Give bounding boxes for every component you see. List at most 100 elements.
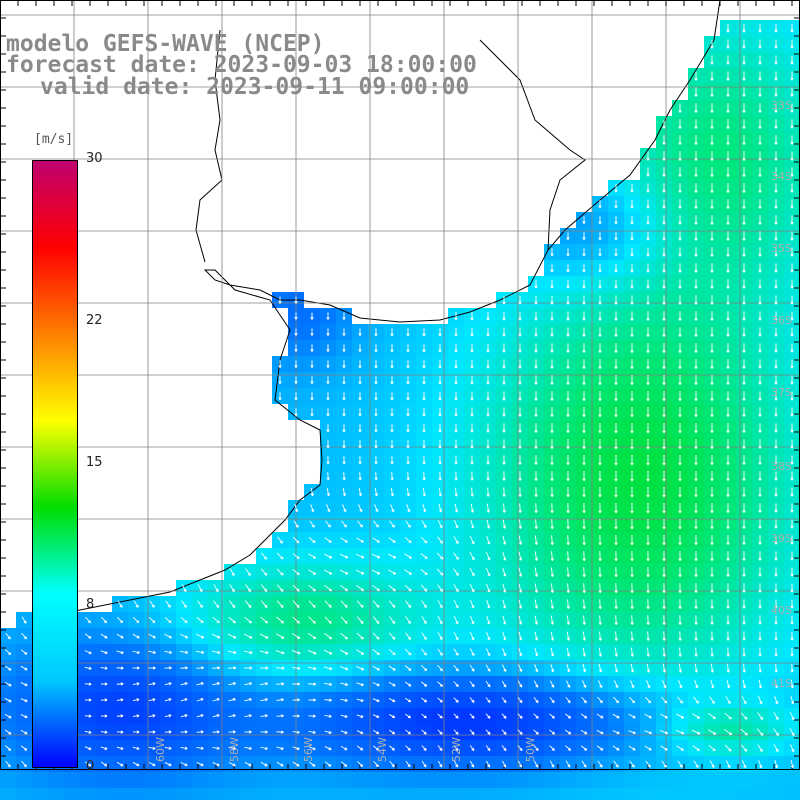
wind-arrow bbox=[294, 312, 298, 320]
wind-arrow bbox=[678, 311, 682, 321]
field-cell bbox=[432, 772, 448, 788]
wind-arrow bbox=[774, 55, 778, 65]
wind-arrow bbox=[566, 295, 570, 305]
wind-arrow bbox=[790, 151, 794, 161]
longitude-label: 52W bbox=[450, 737, 463, 762]
wind-arrow bbox=[790, 343, 794, 353]
wind-arrow bbox=[742, 183, 746, 193]
wind-arrow bbox=[598, 343, 602, 353]
wind-arrow bbox=[758, 87, 762, 97]
wind-arrow bbox=[630, 327, 634, 337]
latitude-label: 40S bbox=[771, 604, 792, 617]
wind-arrow bbox=[710, 55, 714, 65]
wind-arrow bbox=[438, 327, 442, 337]
field-cell bbox=[544, 772, 560, 788]
wind-arrow bbox=[694, 247, 698, 257]
field-cell bbox=[672, 772, 688, 788]
wind-arrow bbox=[422, 327, 426, 337]
wind-arrow bbox=[278, 360, 282, 368]
wind-arrow bbox=[678, 279, 682, 289]
wind-arrow bbox=[710, 135, 714, 145]
field-cell bbox=[496, 788, 512, 800]
wind-arrow bbox=[678, 327, 682, 337]
wind-arrow bbox=[582, 343, 586, 353]
wind-arrow bbox=[710, 343, 714, 353]
wind-arrow bbox=[310, 344, 314, 352]
wind-arrow bbox=[614, 199, 618, 209]
wind-arrow bbox=[726, 263, 730, 273]
field-cell bbox=[432, 788, 448, 800]
wind-arrow bbox=[566, 263, 570, 273]
wind-arrow bbox=[630, 199, 634, 209]
wind-arrow bbox=[518, 295, 522, 305]
field-cell bbox=[336, 772, 352, 788]
wind-arrow bbox=[726, 183, 730, 193]
wind-arrow bbox=[582, 327, 586, 337]
wind-arrow bbox=[726, 231, 730, 241]
wind-arrow bbox=[774, 327, 778, 337]
wind-arrow bbox=[694, 295, 698, 305]
field-cell bbox=[192, 788, 208, 800]
wind-arrow bbox=[790, 23, 794, 33]
wind-arrow bbox=[742, 231, 746, 241]
wind-arrow bbox=[694, 119, 698, 129]
field-cell bbox=[64, 788, 80, 800]
wind-arrow bbox=[790, 279, 794, 289]
wind-arrow bbox=[790, 55, 794, 65]
field-cell bbox=[16, 772, 32, 788]
wind-arrow bbox=[726, 215, 730, 225]
wind-arrow bbox=[774, 183, 778, 193]
field-cell bbox=[672, 788, 688, 800]
wind-arrow bbox=[310, 312, 314, 320]
wind-arrow bbox=[358, 344, 362, 353]
wind-arrow bbox=[774, 247, 778, 257]
wind-arrow bbox=[694, 183, 698, 193]
wind-arrow bbox=[726, 247, 730, 257]
wind-arrow bbox=[758, 167, 762, 177]
wind-arrow bbox=[726, 199, 730, 209]
wind-arrow bbox=[710, 231, 714, 241]
wind-arrow bbox=[662, 295, 666, 305]
wind-arrow bbox=[694, 215, 698, 225]
field-cell bbox=[704, 788, 720, 800]
wind-arrow bbox=[758, 151, 762, 161]
wind-arrow bbox=[598, 327, 602, 337]
wind-arrow bbox=[358, 328, 362, 337]
wind-arrow bbox=[326, 328, 330, 336]
wind-arrow bbox=[470, 311, 474, 321]
wind-arrow bbox=[726, 87, 730, 97]
field-cell bbox=[416, 772, 432, 788]
field-cell bbox=[640, 788, 656, 800]
wind-arrow bbox=[630, 311, 634, 321]
wind-arrow bbox=[758, 39, 762, 49]
wind-arrow bbox=[726, 311, 730, 321]
field-cell bbox=[112, 772, 128, 788]
field-cell bbox=[592, 772, 608, 788]
field-cell bbox=[368, 788, 384, 800]
wind-arrow bbox=[662, 183, 666, 193]
field-cell bbox=[240, 772, 256, 788]
field-cell bbox=[576, 772, 592, 788]
wind-arrow bbox=[758, 215, 762, 225]
graticule bbox=[0, 0, 800, 770]
field-cell bbox=[512, 772, 528, 788]
field-cell bbox=[288, 788, 304, 800]
wind-arrow bbox=[598, 232, 602, 241]
field-cell bbox=[288, 772, 304, 788]
wind-arrow bbox=[662, 167, 666, 177]
wind-arrow bbox=[614, 183, 618, 193]
field-cell bbox=[32, 788, 48, 800]
field-cell bbox=[784, 788, 800, 800]
wind-arrow bbox=[598, 311, 602, 321]
wind-arrow bbox=[726, 327, 730, 337]
field-cell bbox=[464, 772, 480, 788]
wind-arrow bbox=[550, 279, 554, 289]
wind-arrow bbox=[374, 344, 378, 353]
longitude-label: 56W bbox=[302, 737, 315, 762]
latitude-label: 33S bbox=[771, 99, 792, 112]
wind-arrow bbox=[278, 296, 282, 304]
field-cell bbox=[352, 788, 368, 800]
latitude-label: 34S bbox=[771, 170, 792, 183]
longitude-label: 54W bbox=[376, 737, 389, 762]
field-cell bbox=[0, 772, 16, 788]
